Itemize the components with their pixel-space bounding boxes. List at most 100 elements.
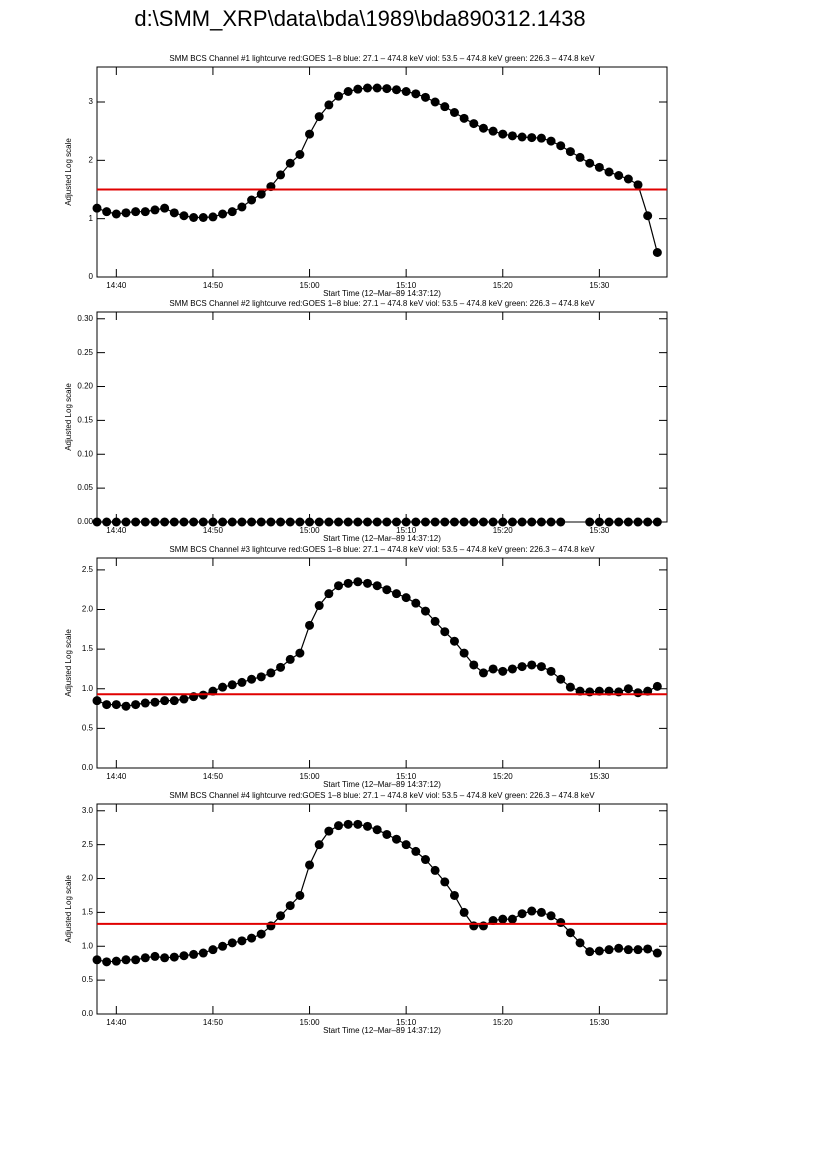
data-point [247, 195, 257, 205]
data-point [652, 248, 662, 257]
data-point [247, 674, 257, 684]
data-point [575, 152, 585, 162]
data-point [527, 660, 537, 670]
data-point [614, 517, 624, 527]
y-axis-label: Adjusted Log scale [64, 383, 73, 451]
data-point [247, 517, 257, 527]
data-point [382, 517, 392, 527]
data-point [382, 585, 392, 595]
data-point [372, 517, 382, 527]
data-point [594, 946, 604, 956]
data-point [198, 948, 208, 958]
data-point [343, 819, 353, 829]
data-point [189, 517, 199, 527]
data-point [198, 213, 208, 222]
data-point [160, 517, 170, 527]
data-point [179, 211, 189, 221]
data-point [218, 682, 228, 692]
data-point [111, 517, 121, 527]
data-point [517, 662, 527, 672]
x-tick-label: 15:20 [493, 1018, 514, 1027]
data-point [623, 945, 633, 955]
data-point [92, 955, 102, 965]
x-tick-label: 15:00 [300, 526, 321, 535]
data-point [276, 911, 286, 921]
data-point [324, 100, 334, 110]
data-point [324, 826, 334, 836]
data-point [314, 601, 324, 611]
data-point [169, 208, 179, 218]
data-point [652, 681, 662, 691]
data-point [256, 929, 266, 939]
data-point [334, 91, 344, 101]
x-tick-label: 15:00 [300, 281, 321, 290]
data-point [343, 578, 353, 588]
y-tick-label: 0.25 [77, 348, 93, 357]
y-tick-label: 0.10 [77, 449, 93, 458]
x-tick-label: 15:30 [589, 526, 610, 535]
plot-frame [96, 66, 668, 278]
data-point [237, 517, 247, 527]
y-tick-label: 1.0 [82, 941, 94, 950]
data-point [160, 203, 170, 213]
data-point [643, 211, 653, 221]
y-axis-label: Adjusted Log scale [64, 875, 73, 943]
data-point [440, 877, 450, 887]
data-point [266, 668, 276, 678]
chart-title: SMM BCS Channel #3 lightcurve red:GOES 1… [169, 545, 595, 554]
x-tick-label: 15:20 [493, 772, 514, 781]
data-point [189, 949, 199, 959]
data-point [140, 953, 150, 963]
data-point [295, 648, 305, 658]
data-point [121, 517, 131, 527]
y-tick-label: 0.30 [77, 314, 93, 323]
data-point [237, 677, 247, 687]
data-point [585, 517, 595, 527]
data-point [372, 825, 382, 835]
data-point [536, 662, 546, 672]
y-axis-label: Adjusted Log scale [64, 138, 73, 206]
x-tick-label: 14:40 [106, 1018, 127, 1027]
data-point [469, 119, 479, 129]
data-point [150, 205, 160, 215]
x-tick-label: 15:30 [589, 772, 610, 781]
data-point [353, 517, 363, 527]
data-point [179, 517, 189, 527]
y-tick-label: 1.5 [82, 907, 94, 916]
data-point [488, 517, 498, 527]
data-point [227, 517, 237, 527]
page-title: d:\SMM_XRP\data\bda\1989\bda890312.1438 [134, 6, 585, 31]
data-point [150, 951, 160, 961]
x-tick-label: 14:50 [203, 772, 224, 781]
y-tick-label: 0.0 [82, 763, 94, 772]
data-point [169, 952, 179, 962]
data-point [440, 627, 450, 637]
data-point [517, 517, 527, 527]
data-point [556, 517, 566, 527]
x-tick-label: 14:40 [106, 281, 127, 290]
y-tick-label: 2.5 [82, 565, 94, 574]
data-point [507, 914, 517, 924]
data-point [527, 133, 537, 143]
y-tick-label: 0.5 [82, 975, 94, 984]
data-point [614, 943, 624, 953]
y-axis-label: Adjusted Log scale [64, 629, 73, 697]
data-point [546, 911, 556, 921]
data-point [227, 938, 237, 948]
data-point [256, 672, 266, 682]
data-point [363, 821, 373, 831]
data-point [131, 207, 141, 217]
data-point [334, 581, 344, 591]
data-point [507, 664, 517, 674]
data-point [420, 855, 430, 865]
data-point [536, 517, 546, 527]
y-tick-label: 1.5 [82, 644, 94, 653]
x-tick-label: 15:10 [396, 281, 417, 290]
data-point [121, 955, 131, 965]
data-line [96, 823, 658, 963]
data-point [343, 517, 353, 527]
data-point [227, 207, 237, 217]
data-point [247, 933, 257, 943]
data-point [208, 945, 218, 955]
data-point [633, 945, 643, 955]
